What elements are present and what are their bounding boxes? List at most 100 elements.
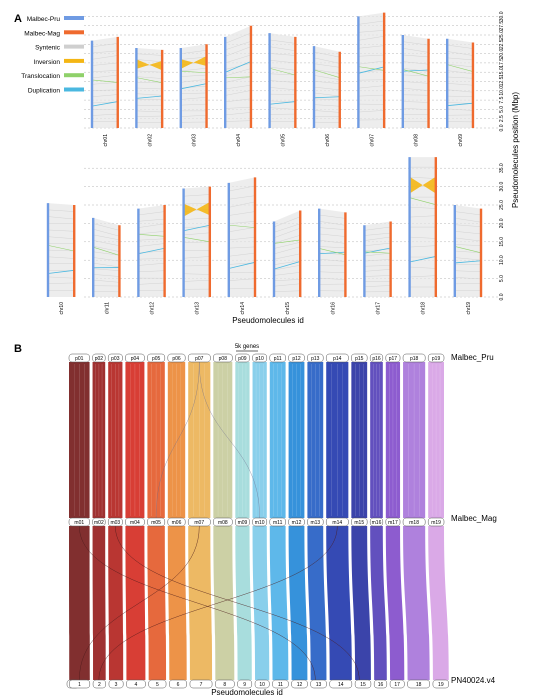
syntenic-link	[93, 245, 120, 252]
translocation-thread	[98, 525, 338, 681]
mag-box	[385, 517, 401, 527]
syntenic-link	[136, 59, 163, 62]
legend-swatch	[64, 44, 84, 49]
syntenic-link	[91, 94, 118, 97]
pn-box	[310, 679, 327, 689]
syntenic-link	[91, 89, 118, 91]
x-axis-label-b: Pseudomolecules id	[211, 688, 283, 697]
syntenic-link	[364, 265, 391, 267]
duplication-link	[454, 260, 482, 264]
syntenic-link	[228, 246, 256, 249]
syntenic-link	[313, 98, 340, 101]
mag-box	[252, 517, 268, 527]
syntenic-link	[402, 48, 429, 53]
pn-box-label: 11	[278, 682, 283, 688]
syntenic-link	[183, 273, 210, 275]
pru-box	[213, 353, 233, 363]
syntenic-link	[364, 259, 391, 262]
syntenic-link	[358, 30, 385, 33]
syntenic-link	[180, 68, 207, 72]
chromosome-label: chr11	[104, 302, 110, 314]
syntenic-link	[313, 69, 340, 74]
syntenic-link	[454, 277, 482, 280]
syntenic-link	[225, 90, 251, 96]
pru-box-label: p02	[95, 356, 104, 362]
duplication-link	[409, 256, 436, 263]
syntenic-link	[47, 256, 75, 259]
syntenic-link	[358, 60, 385, 65]
syntenic-link	[447, 83, 473, 86]
synteny-band	[225, 25, 251, 129]
syntenic-link	[273, 279, 301, 282]
syntenic-link	[225, 112, 251, 116]
syntenic-link	[447, 76, 473, 79]
legend-swatch	[64, 30, 84, 35]
scale-label: 5k genes	[235, 344, 259, 350]
syntenic-link	[273, 260, 301, 265]
syntenic-link	[364, 236, 391, 241]
syntenic-link	[225, 106, 251, 109]
duplication-link	[136, 95, 163, 99]
pru-box	[402, 353, 426, 363]
syntenic-link	[454, 257, 482, 261]
mag-box-label: m07	[194, 520, 204, 526]
pru-box-label: p01	[75, 356, 84, 362]
syntenic-link	[313, 75, 340, 80]
mag-box	[269, 517, 286, 527]
syntenic-link	[136, 87, 163, 90]
syntenic-link	[138, 258, 165, 260]
mag-box	[125, 517, 145, 527]
synteny-plot-row-2: 0.0 5.0 10.0 15.0 20.0 25.0 30.0 35.0 chr10 chr11…	[46, 157, 505, 315]
mag-box-label: m10	[255, 520, 265, 526]
translocation-link	[447, 64, 474, 72]
translocation-thread	[79, 525, 316, 681]
pn-box	[329, 679, 353, 689]
syntenic-link	[454, 244, 482, 246]
syntenic-link	[225, 63, 251, 70]
syntenic-link	[136, 104, 163, 106]
syntenic-link	[228, 278, 256, 281]
syntenic-link	[138, 282, 165, 285]
syntenic-link	[91, 50, 118, 54]
translocation-link	[269, 67, 296, 76]
mag-box	[351, 517, 368, 527]
legend-swatch	[64, 73, 84, 78]
tick-label: 25.0	[499, 200, 505, 210]
syntenic-link	[273, 228, 301, 238]
pru-box	[269, 353, 286, 363]
syntenic-link	[364, 232, 391, 236]
syntenic-link	[273, 283, 301, 287]
syntenic-link	[269, 66, 296, 71]
syntenic-link	[273, 223, 301, 233]
legend-label: Duplication	[28, 88, 61, 95]
syntenic-link	[269, 46, 296, 51]
pru-box	[427, 353, 445, 363]
translocation-link	[409, 197, 436, 205]
syntenic-link	[409, 206, 436, 209]
duplication-link	[138, 247, 165, 255]
synteny-band	[136, 48, 163, 128]
pru-box-label: p15	[355, 356, 364, 362]
synteny-band	[269, 33, 296, 128]
syntenic-link	[93, 234, 120, 241]
syntenic-link	[228, 227, 256, 232]
syntenic-link	[183, 194, 210, 197]
syntenic-link	[47, 236, 75, 239]
pn-box-label: 9	[243, 682, 246, 688]
syntenic-link	[228, 221, 256, 224]
syntenic-link	[136, 76, 163, 79]
inversion-band	[409, 176, 436, 194]
chromosome-label: chr06	[325, 134, 331, 147]
pru-box-label: p03	[111, 356, 120, 362]
syntenic-link	[228, 201, 256, 208]
syntenic-link	[269, 87, 296, 91]
pn-box-label: 19	[438, 682, 444, 688]
mag-box-label: m12	[292, 520, 302, 526]
synteny-band	[274, 210, 301, 297]
syntenic-link	[136, 110, 163, 113]
tick-label: 15.0	[499, 67, 505, 77]
pru-box	[125, 353, 145, 363]
duplication-link	[91, 101, 118, 107]
mag-box	[92, 517, 106, 527]
syntenic-link	[364, 285, 391, 287]
